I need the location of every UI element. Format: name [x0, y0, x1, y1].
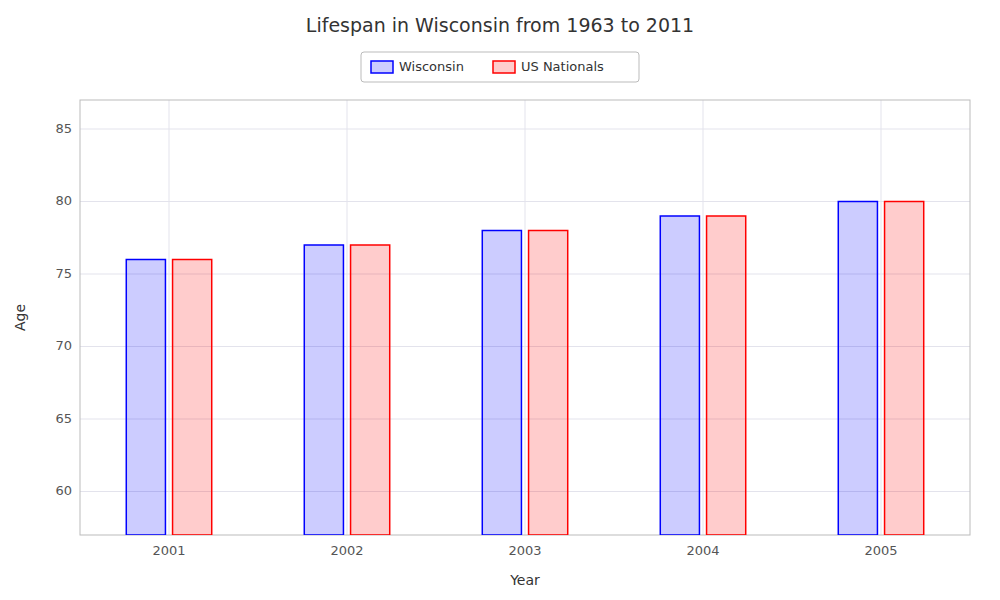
y-tick-label: 70	[55, 338, 72, 353]
bar	[126, 260, 165, 536]
x-tick-label: 2002	[330, 543, 363, 558]
x-grid-line	[703, 100, 704, 535]
bar	[885, 202, 924, 536]
y-tick-label: 80	[55, 193, 72, 208]
x-grid-line	[525, 100, 526, 535]
bar	[529, 231, 568, 536]
chart: 60 65 70 75 80 85 2001 2002 2003 2004 2005 Year Age L…	[0, 0, 1000, 600]
x-tick-label: 2004	[686, 543, 719, 558]
legend-label: US Nationals	[521, 59, 604, 74]
legend-swatch	[371, 61, 393, 73]
chart-container: 60 65 70 75 80 85 2001 2002 2003 2004 2005 Year Age L…	[0, 0, 1000, 600]
title: Lifespan in Wisconsin from 1963 to 2011	[306, 14, 694, 36]
bar	[304, 245, 343, 535]
y-tick-label: 75	[55, 266, 72, 281]
legend-swatch	[493, 61, 515, 73]
x-grid-line	[169, 100, 170, 535]
legend-label: Wisconsin	[399, 59, 464, 74]
plot-frame	[80, 100, 970, 535]
x-grid-line	[347, 100, 348, 535]
x-grid-line	[881, 100, 882, 535]
legend-box	[361, 52, 639, 82]
y-tick-label: 65	[55, 411, 72, 426]
x-tick-label: 2001	[152, 543, 185, 558]
bar	[482, 231, 521, 536]
x-tick-label: 2003	[508, 543, 541, 558]
bar	[173, 260, 212, 536]
bar	[707, 216, 746, 535]
grid	[80, 100, 970, 535]
bar	[838, 202, 877, 536]
y-tick-label: 85	[55, 121, 72, 136]
bar	[660, 216, 699, 535]
legend: Wisconsin US Nationals	[361, 52, 639, 82]
bars	[126, 202, 923, 536]
y-tick-label: 60	[55, 483, 72, 498]
y-axis-label: Age	[12, 304, 28, 331]
x-tick-label: 2005	[864, 543, 897, 558]
x-axis-label: Year	[509, 572, 540, 588]
bar	[351, 245, 390, 535]
